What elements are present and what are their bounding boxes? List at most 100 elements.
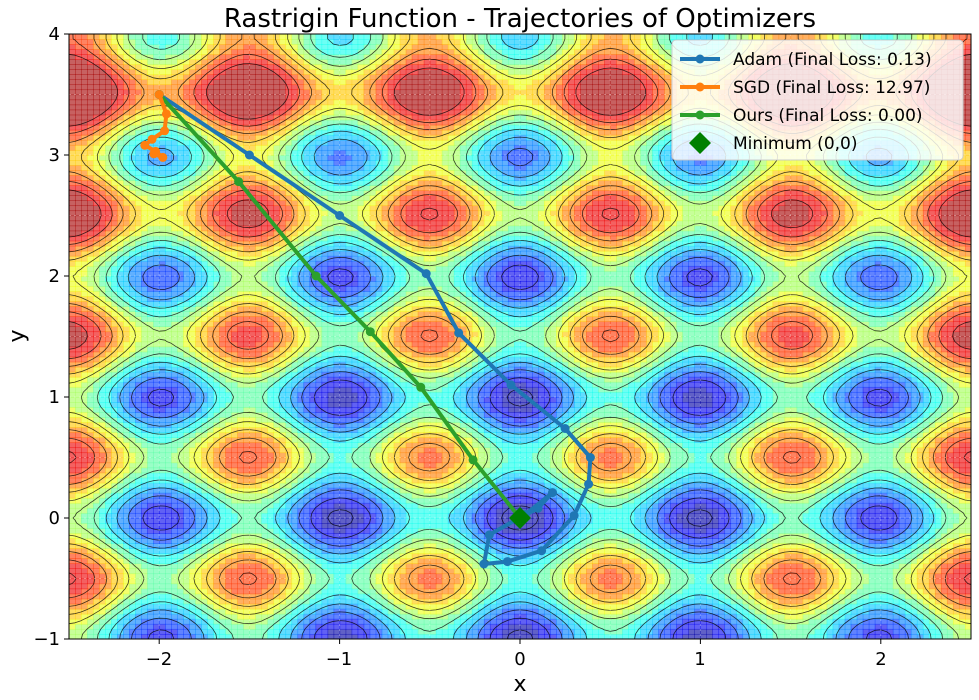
contour-cell: [207, 538, 214, 544]
contour-cell: [273, 628, 281, 635]
contour-cell: [423, 628, 431, 635]
contour-cell: [321, 528, 329, 534]
contour-cell: [604, 573, 611, 580]
contour-cell: [411, 523, 419, 529]
contour-cell: [213, 598, 220, 605]
contour-cell: [93, 578, 100, 585]
contour-cell: [153, 618, 160, 625]
contour-cell: [892, 573, 900, 580]
contour-cell: [562, 502, 569, 509]
contour-cell: [513, 563, 521, 570]
contour-cell: [868, 518, 876, 524]
contour-cell: [940, 533, 948, 539]
contour-cell: [489, 497, 497, 504]
contour-cell: [147, 548, 154, 554]
contour-cell: [634, 598, 641, 605]
contour-cell: [171, 623, 178, 630]
contour-cell: [814, 523, 822, 529]
contour-cell: [784, 598, 792, 605]
contour-cell: [417, 578, 425, 585]
contour-cell: [417, 583, 425, 590]
contour-cell: [886, 588, 894, 595]
contour-cell: [453, 613, 461, 620]
contour-cell: [231, 568, 238, 575]
contour-cell: [135, 618, 142, 625]
contour-cell: [363, 502, 371, 509]
contour-cell: [279, 608, 287, 615]
contour-cell: [189, 578, 196, 585]
contour-cell: [712, 578, 720, 585]
contour-cell: [922, 598, 930, 605]
contour-cell: [856, 628, 864, 635]
contour-cell: [754, 507, 762, 514]
contour-cell: [736, 628, 744, 635]
contour-cell: [922, 538, 930, 544]
contour-cell: [387, 518, 395, 524]
contour-cell: [309, 528, 317, 534]
contour-cell: [453, 568, 461, 575]
contour-cell: [381, 613, 389, 620]
contour-cell: [225, 588, 232, 595]
contour-cell: [105, 603, 112, 610]
contour-cell: [652, 523, 659, 529]
contour-cell: [153, 593, 160, 600]
contour-cell: [946, 628, 954, 635]
contour-cell: [291, 603, 299, 610]
contour-cell: [724, 568, 732, 575]
contour-cell: [129, 598, 136, 605]
contour-cell: [784, 568, 792, 575]
contour-cell: [195, 518, 202, 524]
contour-cell: [820, 512, 828, 519]
contour-cell: [742, 573, 750, 580]
contour-cell: [544, 472, 551, 479]
contour-cell: [189, 568, 196, 575]
contour-cell: [123, 603, 130, 610]
contour-cell: [249, 467, 257, 474]
contour-cell: [183, 633, 190, 639]
contour-cell: [808, 523, 816, 529]
contour-cell: [892, 633, 900, 639]
contour-cell: [123, 628, 130, 635]
contour-cell: [598, 487, 605, 494]
contour-cell: [784, 633, 792, 639]
contour-cell: [255, 538, 263, 544]
contour-cell: [904, 528, 912, 534]
contour-cell: [598, 613, 605, 620]
contour-cell: [850, 618, 858, 625]
contour-cell: [171, 603, 178, 610]
contour-cell: [237, 487, 244, 494]
contour-cell: [249, 633, 257, 639]
contour-cell: [544, 578, 551, 585]
contour-cell: [447, 633, 455, 639]
contour-cell: [964, 583, 971, 590]
contour-cell: [141, 618, 148, 625]
contour-cell: [622, 578, 629, 585]
contour-cell: [393, 553, 401, 559]
contour-cell: [922, 482, 930, 489]
contour-cell: [832, 563, 840, 570]
contour-cell: [820, 528, 828, 534]
contour-cell: [538, 523, 545, 529]
contour-cell: [345, 563, 353, 570]
contour-cell: [441, 598, 449, 605]
contour-cell: [592, 608, 599, 615]
contour-cell: [465, 603, 473, 610]
contour-cell: [261, 558, 269, 564]
contour-cell: [568, 583, 575, 590]
contour-cell: [471, 553, 479, 559]
contour-cell: [850, 598, 858, 605]
contour-cell: [658, 603, 665, 610]
contour-cell: [874, 578, 882, 585]
contour-cell: [99, 628, 106, 635]
contour-cell: [682, 588, 689, 595]
contour-cell: [868, 507, 876, 514]
contour-cell: [622, 573, 629, 580]
contour-cell: [279, 613, 287, 620]
contour-cell: [916, 578, 924, 585]
contour-cell: [171, 588, 178, 595]
contour-cell: [339, 568, 347, 575]
contour-cell: [183, 518, 190, 524]
contour-cell: [69, 608, 76, 615]
contour-cell: [225, 608, 232, 615]
contour-cell: [99, 583, 106, 590]
